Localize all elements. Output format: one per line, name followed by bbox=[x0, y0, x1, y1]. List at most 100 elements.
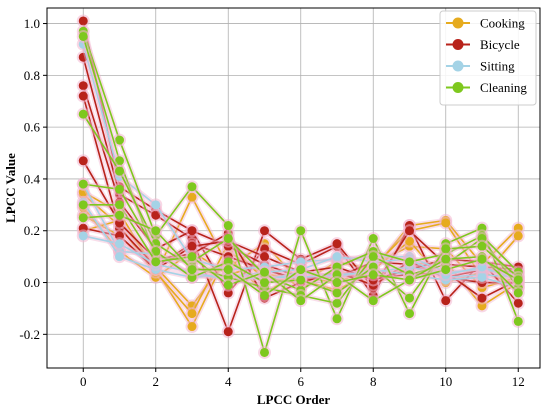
x-tick-label: 12 bbox=[512, 374, 525, 389]
data-point bbox=[260, 278, 269, 288]
y-tick-label: -0.2 bbox=[19, 327, 40, 342]
data-point bbox=[405, 226, 414, 236]
data-point bbox=[296, 275, 306, 285]
data-point bbox=[332, 314, 342, 324]
data-point bbox=[78, 213, 88, 223]
data-point bbox=[78, 200, 88, 210]
data-point bbox=[477, 254, 487, 264]
x-axis-title: LPCC Order bbox=[257, 392, 331, 407]
data-point bbox=[78, 31, 88, 41]
data-point bbox=[441, 265, 451, 275]
data-point bbox=[187, 182, 197, 192]
data-point bbox=[223, 280, 233, 290]
data-point bbox=[441, 244, 451, 254]
data-point bbox=[368, 252, 378, 262]
legend-item-sitting: Sitting bbox=[446, 59, 515, 74]
data-point bbox=[223, 221, 233, 231]
data-point bbox=[223, 234, 233, 244]
data-point bbox=[115, 184, 124, 194]
data-point bbox=[477, 293, 487, 303]
data-point bbox=[187, 309, 197, 319]
y-axis-title: LPCC Value bbox=[3, 153, 18, 223]
legend-box bbox=[439, 10, 537, 106]
data-point bbox=[78, 179, 88, 189]
legend-label: Cleaning bbox=[480, 80, 527, 95]
data-point bbox=[332, 239, 342, 249]
data-point bbox=[78, 109, 88, 119]
data-point bbox=[187, 322, 197, 332]
series-group bbox=[76, 14, 525, 359]
y-tick-label: 1.0 bbox=[24, 16, 40, 31]
data-point bbox=[296, 265, 306, 275]
data-point bbox=[405, 309, 414, 319]
x-tick-label: 4 bbox=[225, 374, 232, 389]
data-point bbox=[405, 257, 414, 267]
data-point bbox=[332, 288, 342, 298]
data-point bbox=[151, 257, 161, 267]
series-cleaning bbox=[76, 208, 525, 302]
legend-swatch-marker bbox=[452, 60, 464, 72]
legend: Cooking Bicycle Sitting Cleaning bbox=[439, 10, 537, 106]
data-point bbox=[260, 347, 269, 357]
data-point bbox=[151, 226, 161, 236]
data-point bbox=[441, 218, 451, 228]
plot-frame bbox=[46, 7, 541, 369]
x-tick-label: 0 bbox=[80, 374, 87, 389]
data-point bbox=[223, 265, 233, 275]
x-tick-label: 2 bbox=[153, 374, 160, 389]
data-point bbox=[513, 275, 523, 285]
data-point bbox=[78, 81, 88, 91]
data-point bbox=[151, 210, 161, 220]
data-point bbox=[78, 231, 88, 241]
data-point bbox=[405, 236, 414, 246]
data-point bbox=[187, 241, 197, 251]
data-point bbox=[260, 226, 269, 236]
legend-item-bicycle: Bicycle bbox=[446, 37, 520, 52]
legend-swatch-marker bbox=[452, 39, 464, 50]
axis-ticks: 0 2 4 6 8 10 12 -0.2 0.0 0.2 0.4 0.6 0.8 1.0 bbox=[19, 16, 524, 389]
data-point bbox=[115, 156, 124, 166]
data-point bbox=[368, 234, 378, 244]
data-point bbox=[260, 252, 269, 262]
data-point bbox=[78, 91, 88, 101]
legend-item-cooking: Cooking bbox=[446, 16, 525, 31]
data-point bbox=[513, 231, 523, 241]
data-point bbox=[332, 298, 342, 308]
y-tick-label: 0.2 bbox=[24, 223, 40, 238]
x-tick-label: 10 bbox=[439, 374, 452, 389]
legend-swatch-marker bbox=[452, 82, 464, 93]
data-point bbox=[115, 200, 124, 210]
data-point bbox=[332, 278, 342, 288]
data-point bbox=[513, 316, 523, 326]
data-point bbox=[513, 298, 523, 308]
data-point bbox=[477, 272, 487, 282]
data-point bbox=[260, 267, 269, 277]
data-point bbox=[78, 16, 88, 26]
data-point bbox=[296, 226, 306, 236]
data-point bbox=[115, 239, 124, 249]
data-point bbox=[296, 296, 306, 306]
data-point bbox=[187, 252, 197, 262]
legend-label: Cooking bbox=[480, 16, 525, 31]
data-point bbox=[332, 252, 342, 262]
data-point bbox=[368, 270, 378, 280]
data-point bbox=[187, 226, 197, 236]
legend-label: Bicycle bbox=[480, 37, 520, 52]
y-tick-label: 0.8 bbox=[24, 68, 40, 83]
data-point bbox=[115, 166, 124, 176]
data-point bbox=[405, 275, 414, 285]
data-point bbox=[78, 156, 88, 166]
data-point bbox=[115, 252, 124, 262]
data-point bbox=[368, 296, 378, 306]
data-point bbox=[115, 135, 124, 145]
legend-item-cleaning: Cleaning bbox=[446, 80, 527, 95]
x-tick-label: 6 bbox=[298, 374, 305, 389]
data-point bbox=[441, 296, 451, 306]
legend-swatch-marker bbox=[452, 17, 464, 29]
data-point bbox=[151, 200, 161, 210]
data-point bbox=[187, 192, 197, 202]
data-point bbox=[187, 265, 197, 275]
y-tick-label: 0.4 bbox=[24, 171, 41, 186]
legend-label: Sitting bbox=[480, 59, 515, 74]
